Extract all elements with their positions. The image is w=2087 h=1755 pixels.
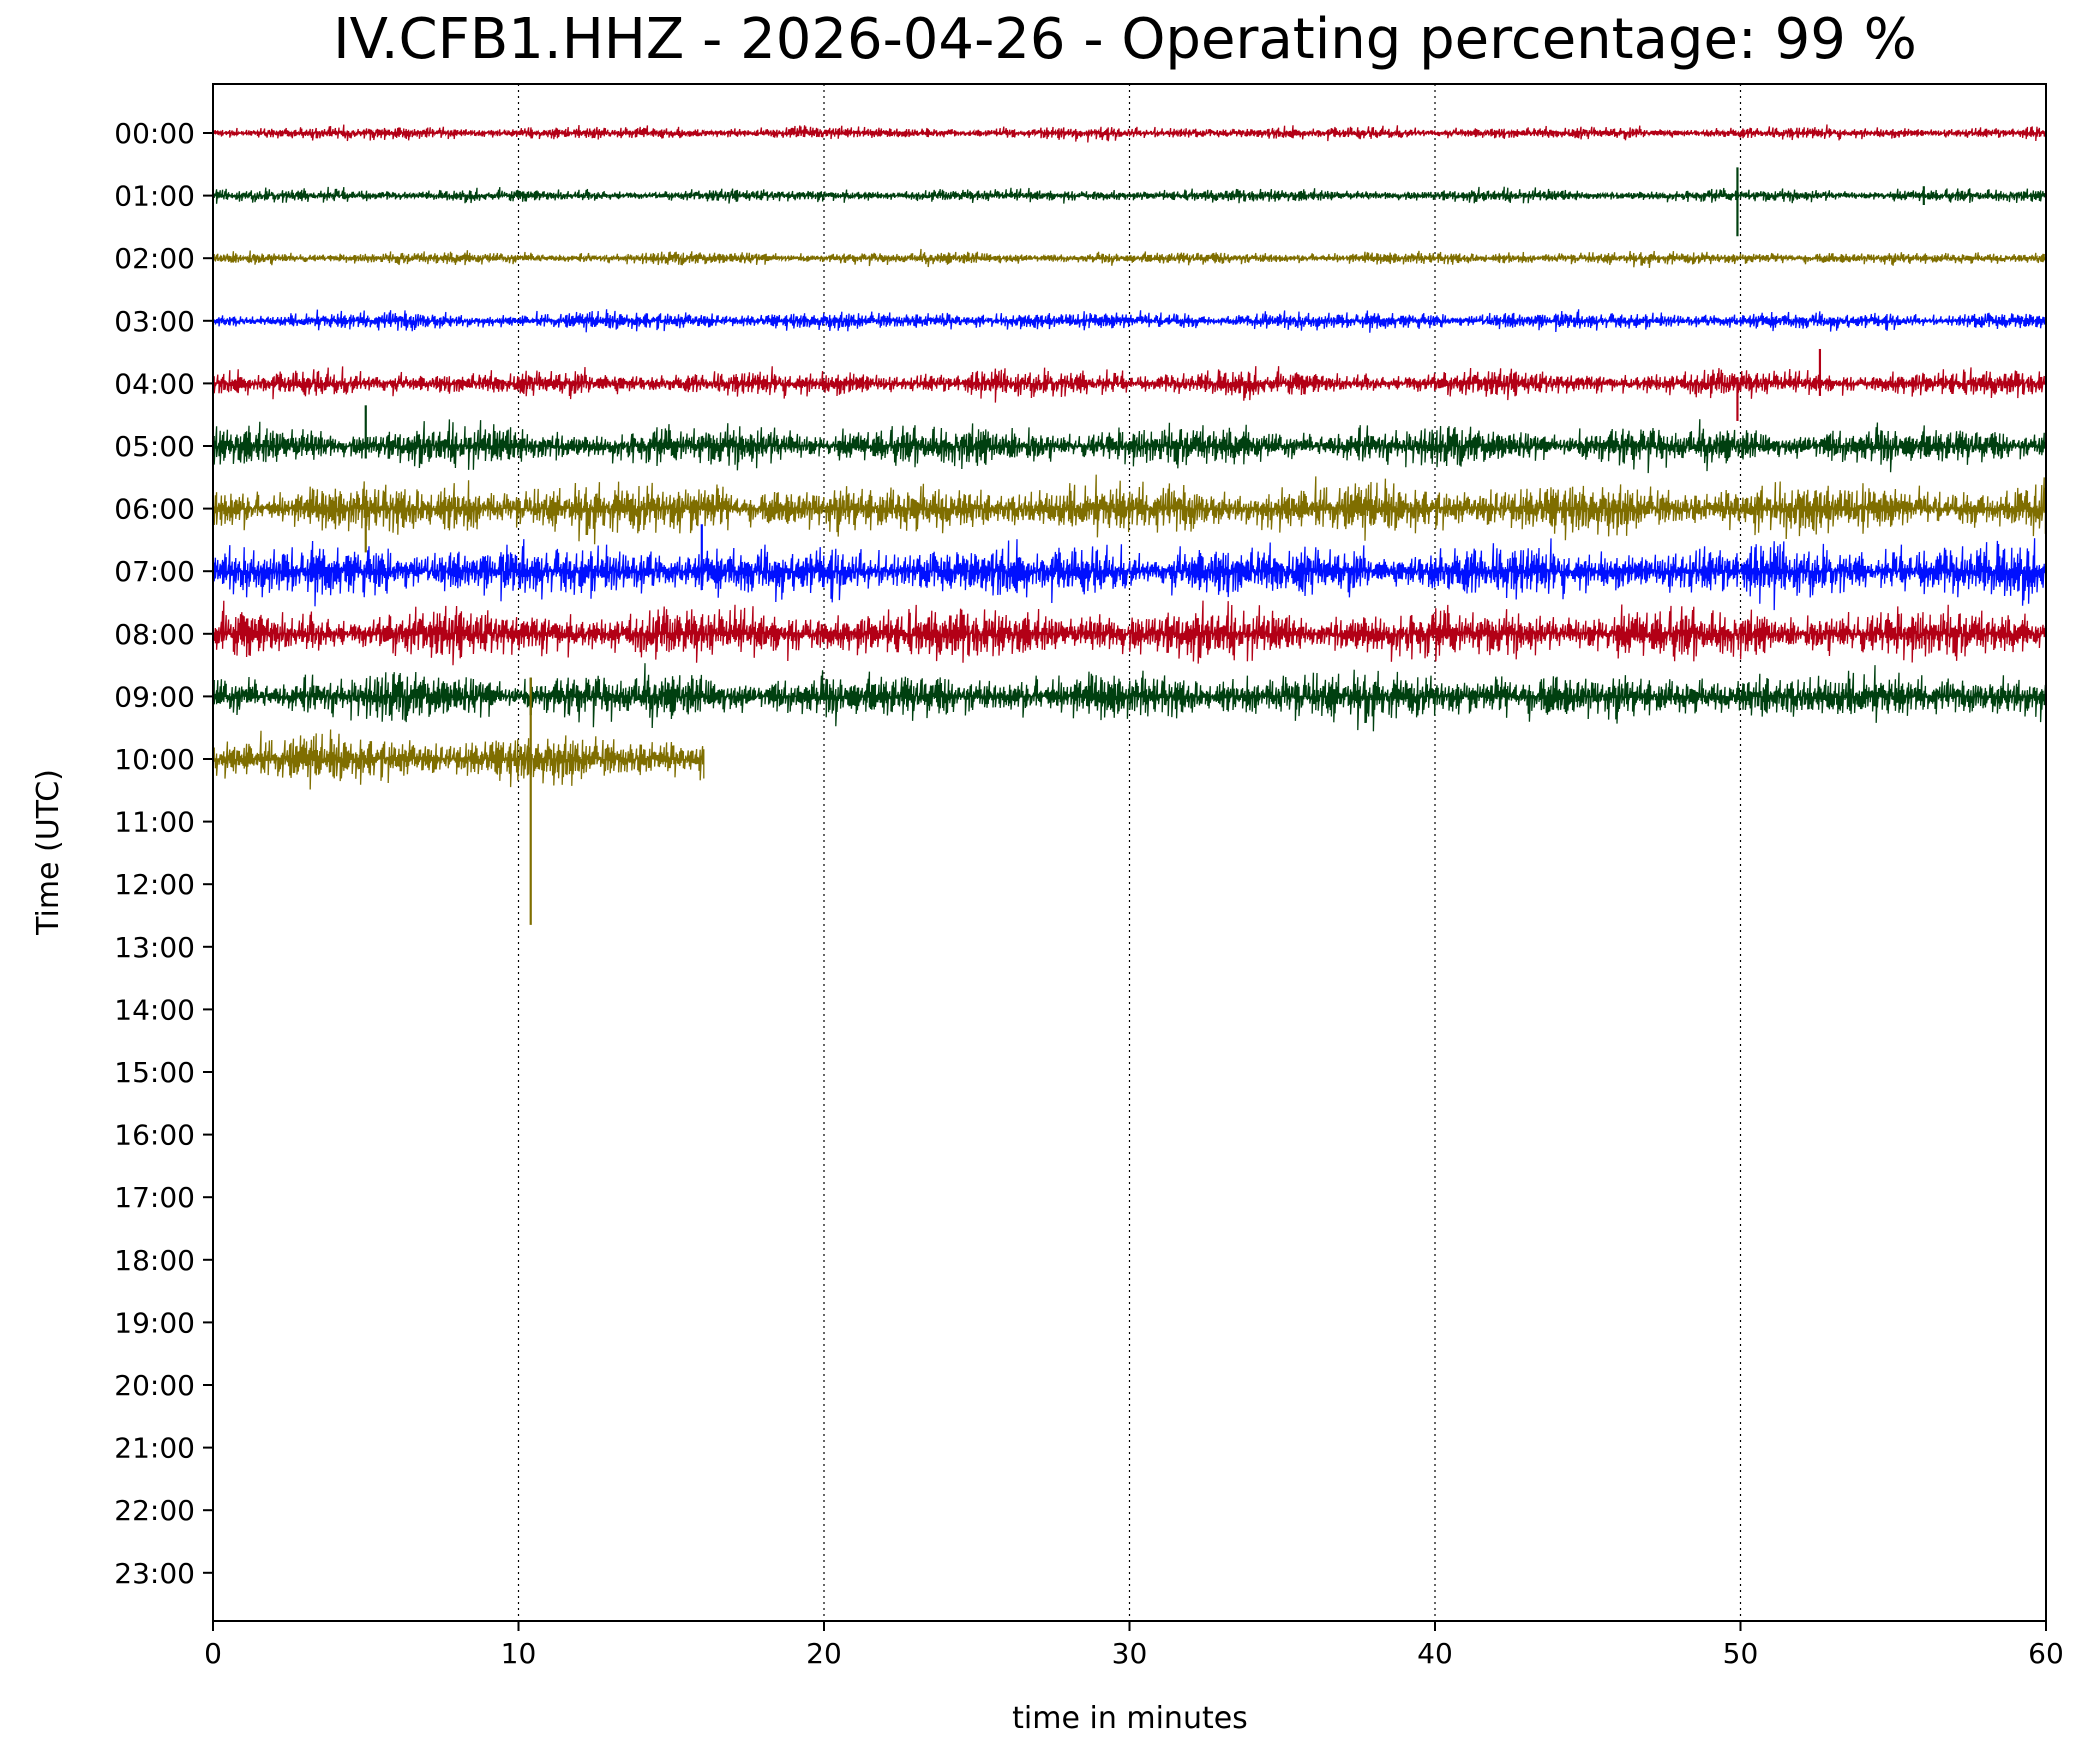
trace-0000 xyxy=(212,124,2047,143)
y-tick-label: 12:00 xyxy=(114,868,195,901)
x-tick-label: 20 xyxy=(806,1637,842,1670)
y-tick-label: 10:00 xyxy=(114,743,195,776)
y-tick-label: 01:00 xyxy=(114,180,195,213)
y-axis-ticks: 00:00 01:00 02:00 03:00 04:00 05:00 06:00 07:00… xyxy=(114,117,213,1590)
y-tick-label: 07:00 xyxy=(114,555,195,588)
y-tick-label: 23:00 xyxy=(114,1557,195,1590)
y-tick-label: 06:00 xyxy=(114,493,195,526)
y-tick-label: 00:00 xyxy=(114,117,195,150)
y-axis-label: Time (UTC) xyxy=(31,769,66,936)
trace-0700 xyxy=(212,538,2047,611)
x-axis-ticks: 0 10 20 30 40 50 60 xyxy=(204,1621,2064,1670)
seismic-traces xyxy=(212,124,2047,925)
y-tick-label: 22:00 xyxy=(114,1494,195,1527)
trace-0400 xyxy=(212,366,2047,403)
trace-0500 xyxy=(212,419,2047,474)
y-tick-label: 14:00 xyxy=(114,993,195,1026)
y-tick-label: 17:00 xyxy=(114,1181,195,1214)
y-tick-label: 04:00 xyxy=(114,367,195,400)
x-tick-label: 30 xyxy=(1112,1637,1148,1670)
y-tick-label: 16:00 xyxy=(114,1119,195,1152)
x-tick-label: 10 xyxy=(501,1637,537,1670)
y-tick-label: 19:00 xyxy=(114,1306,195,1339)
y-tick-label: 09:00 xyxy=(114,680,195,713)
y-tick-label: 11:00 xyxy=(114,806,195,839)
y-tick-label: 21:00 xyxy=(114,1432,195,1465)
y-tick-label: 03:00 xyxy=(114,305,195,338)
trace-0100 xyxy=(212,186,2047,204)
x-tick-label: 40 xyxy=(1417,1637,1453,1670)
trace-0800 xyxy=(212,600,2047,666)
trace-0900 xyxy=(212,663,2047,732)
y-tick-label: 13:00 xyxy=(114,931,195,964)
x-tick-label: 50 xyxy=(1723,1637,1759,1670)
x-tick-label: 0 xyxy=(204,1637,222,1670)
x-axis-label: time in minutes xyxy=(1012,1701,1248,1736)
chart-title: IV.CFB1.HHZ - 2026-04-26 - Operating per… xyxy=(333,7,1917,72)
y-tick-label: 18:00 xyxy=(114,1244,195,1277)
y-tick-label: 05:00 xyxy=(114,430,195,463)
y-tick-label: 20:00 xyxy=(114,1369,195,1402)
trace-0200 xyxy=(212,248,2047,268)
x-tick-label: 60 xyxy=(2028,1637,2064,1670)
trace-0600 xyxy=(212,474,2047,545)
y-tick-label: 15:00 xyxy=(114,1056,195,1089)
trace-0300 xyxy=(212,309,2047,333)
y-tick-label: 08:00 xyxy=(114,618,195,651)
trace-1000 xyxy=(212,729,705,790)
y-tick-label: 02:00 xyxy=(114,242,195,275)
grid-lines xyxy=(517,84,1742,1621)
